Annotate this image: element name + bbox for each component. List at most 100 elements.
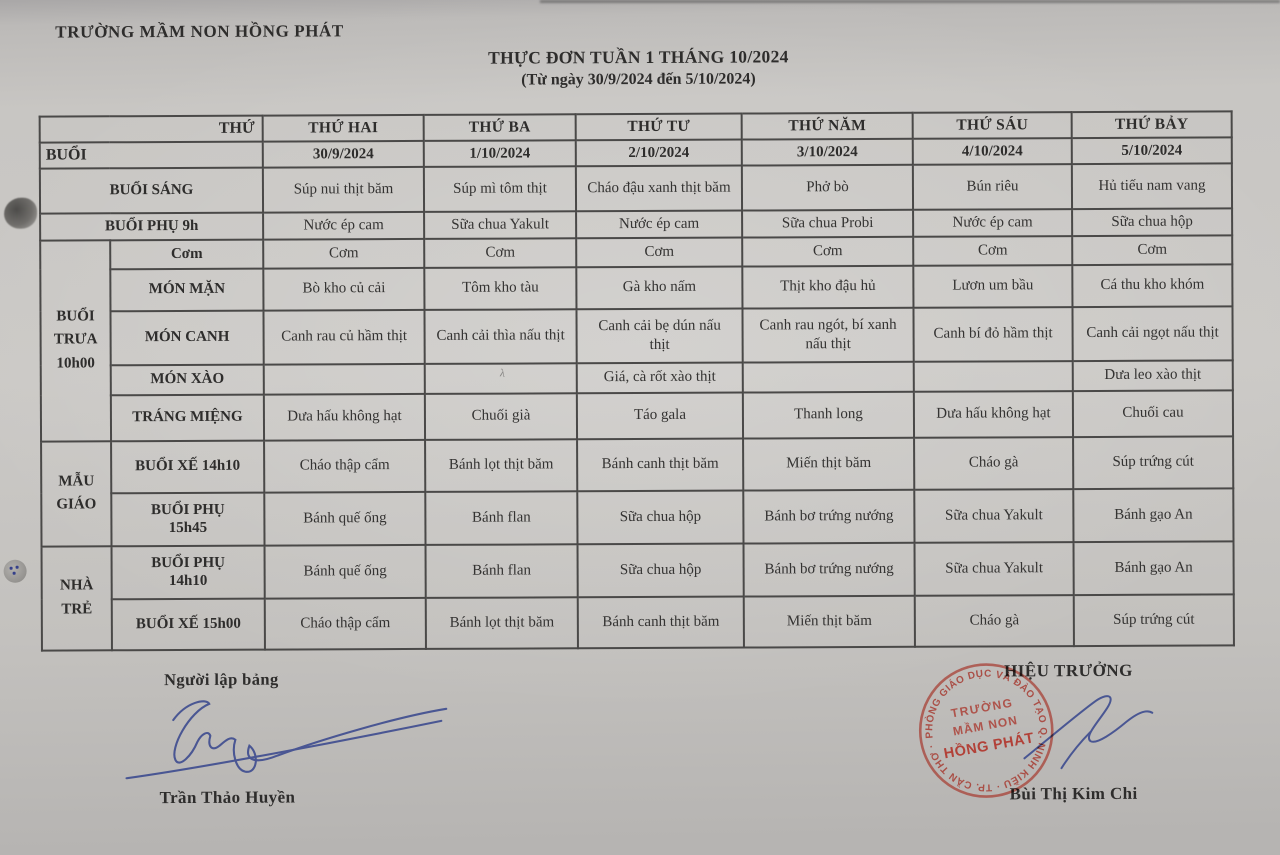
day-header: THỨ BA	[423, 114, 576, 141]
menu-cell: Thịt kho đậu hủ	[742, 265, 914, 309]
row-label: BUỔI PHỤ 15h45	[111, 492, 265, 546]
row-nursery-afternoon: BUỔI XẾ 15h00 Cháo thập cẩm Bánh lọt thị…	[42, 593, 1234, 650]
row-label: BUỔI XẾ 14h10	[111, 440, 265, 493]
menu-cell: Canh cải ngọt nấu thịt	[1072, 305, 1233, 361]
row-main-dish: MÓN MẶN Bò kho củ cải Tôm kho tàu Gà kho…	[40, 263, 1233, 311]
menu-cell: Súp mì tôm thịt	[423, 165, 577, 212]
row-label-text: BUỔI PHỤ 14h10	[151, 554, 225, 590]
school-stamp: PHÒNG GIÁO DỤC VÀ ĐÀO TẠO Q. NINH KIỀU ·…	[891, 635, 1083, 827]
menu-cell: Bún riêu	[912, 163, 1073, 210]
group-label-nursery: NHÀ TRẺ	[41, 545, 112, 651]
row-breakfast: BUỔI SÁNG Súp nui thịt băm Súp mì tôm th…	[39, 162, 1233, 214]
menu-cell: Canh rau ngót, bí xanh nấu thịt	[742, 307, 914, 363]
preparer-title: Người lập bảng	[164, 669, 279, 690]
menu-cell: Cơm	[1072, 234, 1233, 265]
date-header: 3/10/2024	[741, 138, 913, 166]
row-kg-snack: BUỔI PHỤ 15h45 Bánh quế ống Bánh flan Sữ…	[41, 487, 1234, 546]
row-label-text: BUỔI PHỤ 15h45	[150, 501, 225, 537]
menu-date-range: (Từ ngày 30/9/2024 đến 5/10/2024)	[521, 70, 756, 89]
menu-cell: Dưa leo xào thịt	[1072, 359, 1233, 391]
menu-cell: Cơm	[576, 237, 743, 267]
corner-label-thu: THỨ	[39, 115, 263, 143]
row-nursery-snack: NHÀ TRẺ BUỔI PHỤ 14h10 Bánh quế ống Bánh…	[41, 540, 1234, 651]
row-label: BUỔI XẾ 15h00	[111, 598, 265, 650]
date-header: 4/10/2024	[912, 138, 1072, 165]
menu-cell: Cháo thập cẩm	[264, 439, 426, 493]
row-label: TRÁNG MIỆNG	[110, 394, 265, 441]
row-label: BUỔI PHỤ 14h10	[111, 545, 265, 599]
day-header: THỨ HAI	[262, 114, 424, 142]
menu-cell: Cháo đậu xanh thịt băm	[575, 165, 743, 211]
menu-cell: Miến thịt băm	[743, 595, 915, 648]
menu-cell: Sữa chua Yakult	[914, 488, 1074, 543]
scan-artifact-sticker	[3, 559, 27, 583]
menu-cell: Sữa chua hộp	[577, 490, 744, 544]
menu-cell: Cá thu kho khóm	[1072, 263, 1233, 307]
menu-cell: Nước ép cam	[263, 211, 425, 240]
menu-cell: Sữa chua hộp	[577, 543, 744, 597]
day-header: THỨ SÁU	[912, 112, 1072, 139]
date-header: 2/10/2024	[575, 139, 742, 166]
menu-cell: Bánh flan	[425, 490, 578, 545]
stamp-outer-circle	[918, 663, 1054, 798]
day-header: THỨ BẢY	[1071, 111, 1232, 139]
scan-artifact-blob	[3, 197, 38, 229]
day-header: THỨ NĂM	[741, 112, 913, 140]
principal-signature	[1023, 695, 1154, 770]
menu-cell: Bánh flan	[425, 543, 578, 598]
menu-cell: Cháo gà	[914, 436, 1074, 490]
menu-cell: Giá, cà rốt xào thịt	[576, 362, 743, 393]
menu-cell: Canh cải thìa nấu thịt	[424, 308, 577, 364]
row-label: Cơm	[110, 239, 264, 269]
menu-cell	[742, 361, 914, 393]
row-soup: MÓN CANH Canh rau củ hầm thịt Canh cải t…	[40, 305, 1233, 365]
menu-cell: Dưa hấu không hạt	[913, 390, 1074, 438]
group-label-lunch: BUỔI TRƯA 10h00	[40, 239, 112, 442]
weekly-menu-table: THỨ THỨ HAI THỨ BA THỨ TƯ THỨ NĂM THỨ SÁ…	[39, 110, 1235, 651]
date-header: 1/10/2024	[423, 140, 576, 167]
menu-cell: Sữa chua hộp	[1072, 207, 1233, 236]
menu-cell	[913, 360, 1073, 392]
scan-edge	[540, 0, 1280, 3]
menu-cell: Bánh lọt thịt băm	[425, 438, 578, 492]
menu-cell: Sữa chua Yakult	[424, 210, 577, 239]
menu-cell: Táo gala	[576, 392, 744, 439]
menu-cell: Sữa chua Probi	[742, 209, 914, 238]
menu-cell: Bánh bơ trứng nướng	[743, 489, 915, 544]
menu-cell: Lươn um bầu	[913, 264, 1073, 308]
menu-cell: Canh rau củ hầm thịt	[263, 309, 425, 365]
menu-cell: Bánh quế ống	[264, 491, 426, 546]
date-header: 30/9/2024	[262, 140, 424, 168]
menu-cell: Thanh long	[742, 391, 915, 439]
menu-cell: Miến thịt băm	[743, 437, 915, 491]
menu-cell: Súp nui thịt băm	[262, 166, 425, 213]
row-label: MÓN XÀO	[110, 364, 264, 395]
group-label-kindergarten: MẪU GIÁO	[41, 440, 112, 547]
menu-cell: Bánh bơ trứng nướng	[743, 542, 915, 597]
menu-cell: Canh bí đỏ hầm thịt	[913, 306, 1073, 362]
row-label: BUỔI SÁNG	[39, 167, 264, 214]
menu-cell: Bánh gạo An	[1073, 487, 1234, 542]
preparer-name: Trần Thảo Huyền	[159, 787, 296, 808]
menu-cell: Hủ tiếu nam vang	[1071, 162, 1233, 209]
menu-cell: Cơm	[913, 235, 1073, 266]
row-kg-afternoon: MẪU GIÁO BUỔI XẾ 14h10 Cháo thập cẩm Bán…	[41, 435, 1234, 547]
row-label: BUỔI PHỤ 9h	[40, 212, 264, 241]
row-label: MÓN CANH	[110, 310, 264, 365]
menu-cell: Nước ép cam	[576, 210, 743, 238]
preparer-signature	[125, 700, 448, 780]
menu-cell: Súp trứng cút	[1073, 435, 1234, 489]
menu-title: THỰC ĐƠN TUẦN 1 THÁNG 10/2024	[488, 46, 789, 68]
menu-cell: Dưa hấu không hạt	[263, 393, 426, 441]
menu-cell: Tôm kho tàu	[424, 266, 577, 310]
menu-cell: Cháo thập cẩm	[264, 597, 426, 650]
menu-cell: Súp trứng cút	[1073, 593, 1234, 646]
menu-cell: Bánh gạo An	[1073, 540, 1234, 595]
menu-cell: Cơm	[424, 237, 577, 268]
menu-cell: Chuối già	[424, 392, 578, 440]
menu-cell: Canh cải bẹ dún nấu thịt	[576, 308, 743, 363]
menu-cell: Cơm	[742, 236, 914, 267]
menu-cell: Bánh canh thịt băm	[577, 596, 744, 648]
school-name: TRƯỜNG MẦM NON HỒNG PHÁT	[55, 21, 344, 42]
